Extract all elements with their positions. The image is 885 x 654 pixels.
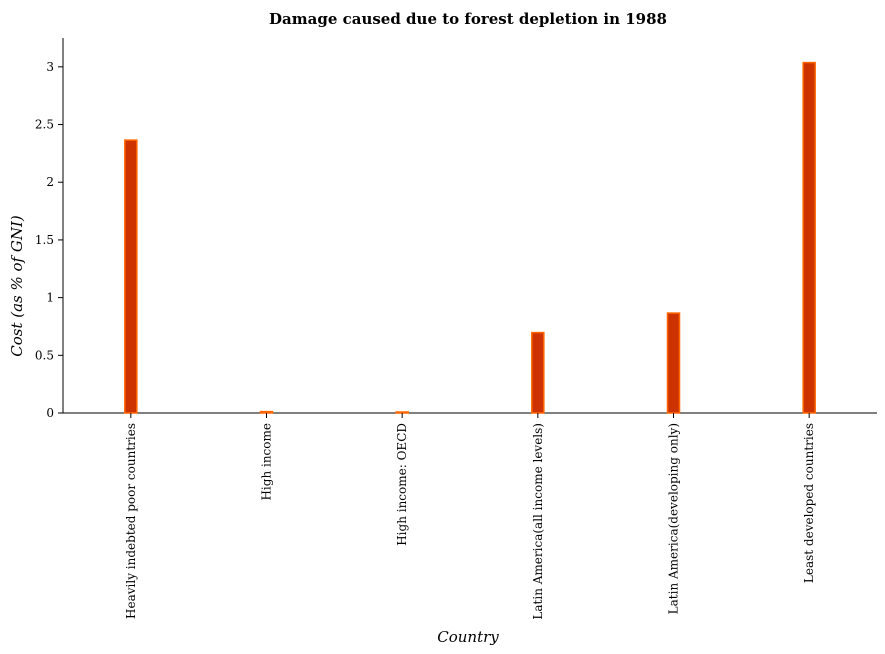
x-tick-label: Least developed countries — [802, 423, 816, 583]
bars — [124, 61, 816, 414]
y-tick-labels: 0 0.5 1 1.5 2 2.5 3 — [35, 60, 63, 420]
bar — [124, 139, 138, 414]
bar — [259, 410, 274, 414]
axes — [62, 38, 877, 414]
y-tick-label: 3 — [46, 60, 54, 74]
y-tick-label: 2 — [46, 175, 54, 189]
y-tick-label: 0.5 — [35, 348, 54, 362]
y-axis-label: Cost (as % of GNI) — [8, 215, 26, 357]
x-tick-label: High income — [260, 423, 274, 501]
y-tick-label: 2.5 — [35, 118, 54, 132]
x-tick-label: Heavily indebted poor countries — [124, 423, 138, 619]
x-tick-labels: Heavily indebted poor countries High inco… — [124, 413, 816, 620]
bar — [802, 61, 816, 414]
bar — [666, 312, 681, 414]
bar — [395, 411, 409, 414]
x-tick-label: Latin America(developing only) — [667, 423, 681, 614]
y-tick-label: 0 — [46, 406, 54, 420]
y-tick-label: 1 — [46, 291, 54, 305]
bar — [531, 331, 545, 414]
chart-title: Damage caused due to forest depletion in… — [269, 10, 667, 28]
x-axis-label: Country — [437, 628, 499, 646]
x-tick-label: Latin America(all income levels) — [531, 423, 545, 620]
x-tick-label: High income: OECD — [395, 423, 409, 546]
y-tick-label: 1.5 — [35, 233, 54, 247]
